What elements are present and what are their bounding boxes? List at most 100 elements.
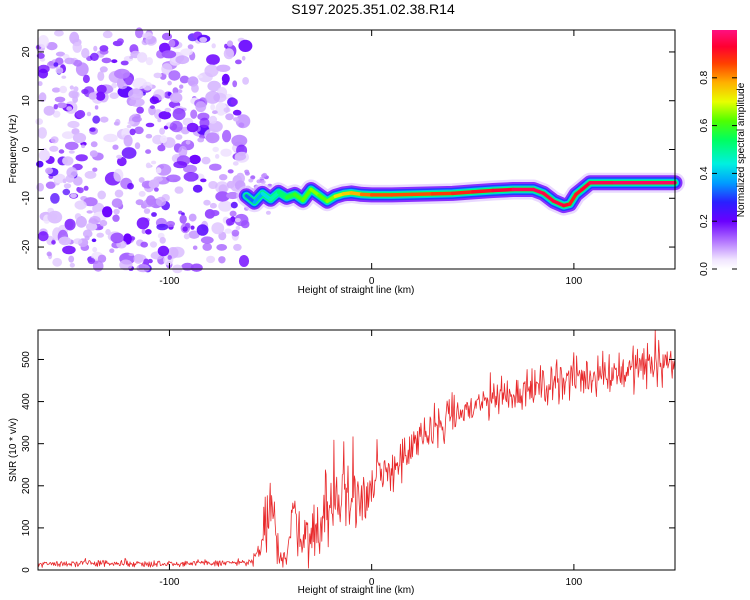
noise-blob bbox=[155, 196, 167, 207]
noise-blob bbox=[188, 80, 196, 86]
y-tick-label: -20 bbox=[21, 239, 32, 254]
noise-blob bbox=[54, 96, 66, 103]
noise-blob bbox=[68, 150, 75, 154]
noise-blob bbox=[99, 66, 108, 73]
noise-blob bbox=[77, 187, 84, 194]
y-tick-label: 100 bbox=[21, 519, 32, 536]
noise-blob bbox=[127, 121, 135, 125]
y-tick-label: 300 bbox=[21, 435, 32, 452]
noise-blob bbox=[66, 167, 78, 178]
noise-blob bbox=[47, 210, 63, 224]
noise-blob bbox=[61, 131, 75, 140]
noise-blob bbox=[136, 106, 144, 114]
noise-blob bbox=[54, 29, 64, 37]
noise-blob bbox=[92, 246, 98, 253]
noise-blob bbox=[212, 110, 218, 115]
noise-blob bbox=[125, 76, 133, 86]
noise-blob bbox=[161, 50, 177, 59]
noise-blob bbox=[230, 98, 238, 106]
track-core-segment bbox=[531, 187, 546, 196]
x-tick-label: 0 bbox=[369, 577, 375, 588]
noise-blob bbox=[114, 68, 130, 79]
noise-blob bbox=[204, 64, 219, 78]
noise-blob bbox=[205, 132, 220, 144]
noise-blob bbox=[92, 260, 104, 272]
y-tick-label: -10 bbox=[21, 191, 32, 206]
noise-blob bbox=[59, 85, 68, 94]
snr-x-ticks: -100 0 100 bbox=[159, 330, 583, 588]
noise-blob bbox=[211, 222, 225, 235]
noise-blob bbox=[250, 175, 256, 180]
noise-blob bbox=[56, 102, 67, 109]
noise-blob bbox=[50, 193, 60, 204]
noise-blob bbox=[183, 164, 197, 174]
noise-blob bbox=[195, 101, 207, 113]
noise-blob bbox=[141, 229, 146, 234]
noise-blob bbox=[38, 92, 47, 103]
noise-blob bbox=[99, 219, 108, 227]
noise-blob bbox=[101, 57, 112, 64]
noise-blob bbox=[64, 218, 76, 231]
noise-blob bbox=[178, 145, 188, 158]
noise-blob bbox=[75, 154, 88, 162]
noise-blob bbox=[262, 172, 268, 177]
noise-blob bbox=[158, 111, 172, 120]
noise-blob bbox=[180, 48, 193, 56]
noise-blob bbox=[224, 43, 228, 49]
noise-blob bbox=[123, 134, 133, 147]
noise-blob bbox=[62, 245, 76, 255]
noise-blob bbox=[92, 115, 101, 124]
noise-blob bbox=[182, 226, 188, 232]
noise-blob bbox=[233, 243, 242, 251]
noise-blob bbox=[93, 45, 98, 52]
track-core-segment bbox=[491, 187, 515, 193]
noise-blob bbox=[229, 210, 237, 217]
noise-blob bbox=[83, 185, 89, 191]
noise-blob bbox=[52, 257, 63, 267]
noise-blob bbox=[96, 232, 104, 238]
noise-blob bbox=[116, 38, 124, 45]
noise-blob bbox=[145, 133, 153, 139]
noise-blob bbox=[84, 170, 97, 179]
noise-blob bbox=[200, 236, 214, 244]
noise-blob bbox=[192, 245, 198, 250]
noise-blob bbox=[58, 149, 65, 154]
noise-blob bbox=[203, 199, 211, 206]
noise-blob bbox=[89, 216, 101, 225]
noise-blob bbox=[133, 253, 144, 264]
noise-blob bbox=[83, 197, 98, 207]
noise-blob bbox=[143, 208, 151, 214]
noise-blob bbox=[37, 35, 49, 48]
noise-blob bbox=[74, 200, 87, 210]
noise-blob bbox=[238, 39, 253, 53]
noise-blob bbox=[169, 120, 183, 133]
noise-blob bbox=[46, 251, 52, 257]
noise-blob bbox=[208, 115, 218, 124]
noise-blob bbox=[119, 259, 133, 271]
noise-blob bbox=[138, 177, 145, 183]
noise-blob bbox=[131, 116, 142, 123]
noise-blob bbox=[36, 52, 45, 59]
noise-blob bbox=[96, 84, 107, 94]
noise-blob bbox=[227, 169, 234, 174]
snr-y-label: SNR (10 * v/v) bbox=[8, 418, 19, 482]
noise-blob bbox=[116, 154, 123, 159]
noise-blob bbox=[163, 125, 169, 130]
colorbar-label: Normalized spectral amplitude bbox=[736, 82, 747, 217]
noise-blob bbox=[48, 61, 54, 66]
noise-blob bbox=[159, 127, 166, 135]
noise-blob bbox=[174, 186, 184, 194]
noise-blob bbox=[49, 145, 59, 152]
noise-blob bbox=[153, 72, 162, 79]
noise-blob bbox=[92, 167, 98, 172]
noise-blob bbox=[51, 87, 61, 93]
noise-blob bbox=[62, 156, 74, 166]
noise-blob bbox=[55, 51, 66, 57]
noise-blob bbox=[81, 144, 86, 149]
noise-blob bbox=[157, 144, 166, 152]
noise-blob bbox=[129, 56, 134, 59]
noise-blob bbox=[37, 81, 43, 87]
noise-blob bbox=[205, 90, 221, 104]
x-tick-label: -100 bbox=[159, 577, 179, 588]
noise-blob bbox=[161, 63, 173, 75]
